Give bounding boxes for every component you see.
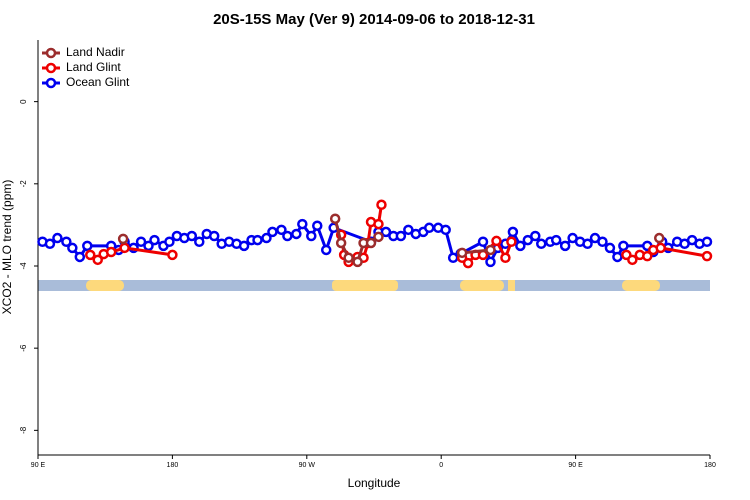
- data-point: [507, 226, 519, 238]
- data-point: [456, 247, 468, 259]
- data-point: [92, 254, 103, 266]
- data-point: [701, 236, 713, 247]
- data-point: [485, 244, 496, 256]
- data-point: [61, 236, 72, 247]
- data-point: [550, 234, 562, 246]
- data-point: [701, 250, 713, 262]
- data-point: [82, 240, 93, 252]
- legend-marker: [45, 77, 57, 89]
- data-point: [74, 251, 86, 263]
- data-point: [329, 213, 341, 224]
- land-patch: [508, 280, 515, 291]
- chart-title: 20S-15S May (Ver 9) 2014-09-06 to 2018-1…: [213, 11, 535, 28]
- data-point: [373, 218, 384, 230]
- series: [37, 218, 713, 268]
- data-point: [164, 236, 175, 247]
- data-point: [238, 240, 250, 252]
- data-point: [186, 230, 198, 242]
- data-point: [380, 226, 392, 238]
- data-point: [312, 220, 323, 231]
- data-point: [105, 246, 117, 258]
- data-point: [597, 236, 608, 247]
- data-point: [530, 230, 541, 242]
- data-point: [506, 236, 517, 247]
- data-point: [424, 222, 435, 234]
- data-point: [291, 228, 302, 240]
- legend-marker: [45, 47, 57, 59]
- legend-label: Land Glint: [66, 60, 121, 74]
- data-point: [320, 244, 332, 256]
- data-point: [297, 218, 308, 230]
- x-tick-label: 180: [167, 462, 179, 469]
- land-patch: [86, 280, 124, 291]
- data-point: [119, 242, 130, 254]
- land-patch: [332, 280, 398, 291]
- data-point: [604, 242, 616, 254]
- data-point: [282, 230, 293, 242]
- data-point: [365, 237, 377, 249]
- data-point: [627, 254, 638, 266]
- data-point: [261, 232, 272, 244]
- data-point: [306, 230, 317, 242]
- y-axis-label: XCO2 - MLO trend (ppm): [0, 180, 14, 315]
- data-point: [655, 242, 666, 254]
- y-tick-label: 0: [19, 99, 28, 104]
- data-point: [67, 242, 78, 254]
- x-tick-label: 90 W: [299, 462, 316, 469]
- data-point: [612, 251, 623, 263]
- x-tick-label: 90 E: [31, 462, 46, 469]
- data-point: [477, 236, 489, 247]
- y-tick-label: -2: [19, 180, 28, 188]
- data-point: [642, 250, 653, 262]
- series: [117, 213, 665, 268]
- x-tick-label: 0: [439, 462, 443, 469]
- data-point: [117, 233, 129, 245]
- data-point: [149, 234, 160, 246]
- data-point: [85, 249, 96, 261]
- data-point: [208, 230, 220, 242]
- x-tick-label: 180: [704, 462, 716, 469]
- data-point: [52, 232, 63, 244]
- data-point: [618, 240, 629, 252]
- x-axis-label: Longitude: [348, 476, 401, 490]
- land-patch: [622, 280, 660, 291]
- land-patch: [460, 280, 504, 291]
- data-point: [44, 238, 56, 250]
- data-point: [343, 252, 354, 264]
- data-point: [536, 238, 547, 250]
- data-point: [500, 252, 511, 264]
- y-tick-label: -8: [19, 426, 28, 434]
- data-point: [485, 256, 496, 268]
- legend-label: Land Nadir: [66, 45, 125, 59]
- legend-label: Ocean Glint: [66, 75, 130, 89]
- y-tick-label: -6: [19, 344, 28, 352]
- data-point: [135, 236, 147, 247]
- data-point: [403, 224, 414, 236]
- data-point: [522, 234, 534, 246]
- data-point: [167, 249, 178, 261]
- data-point: [440, 224, 451, 236]
- data-point: [352, 256, 363, 268]
- data-point: [335, 237, 347, 249]
- y-tick-label: -4: [19, 262, 28, 270]
- x-tick-label: 90 E: [568, 462, 583, 469]
- data-point: [653, 232, 665, 244]
- data-point: [143, 240, 154, 252]
- data-point: [276, 224, 287, 236]
- data-point: [515, 240, 526, 252]
- legend-marker: [45, 62, 57, 74]
- data-point: [491, 235, 502, 247]
- data-point: [376, 199, 387, 211]
- surface-band: [38, 280, 710, 291]
- data-point: [194, 236, 205, 247]
- data-point: [267, 226, 278, 238]
- data-point: [395, 230, 407, 242]
- data-point: [252, 234, 263, 246]
- data-point: [373, 231, 384, 243]
- data-point: [462, 257, 474, 269]
- data-point: [559, 240, 571, 252]
- data-point: [582, 238, 593, 250]
